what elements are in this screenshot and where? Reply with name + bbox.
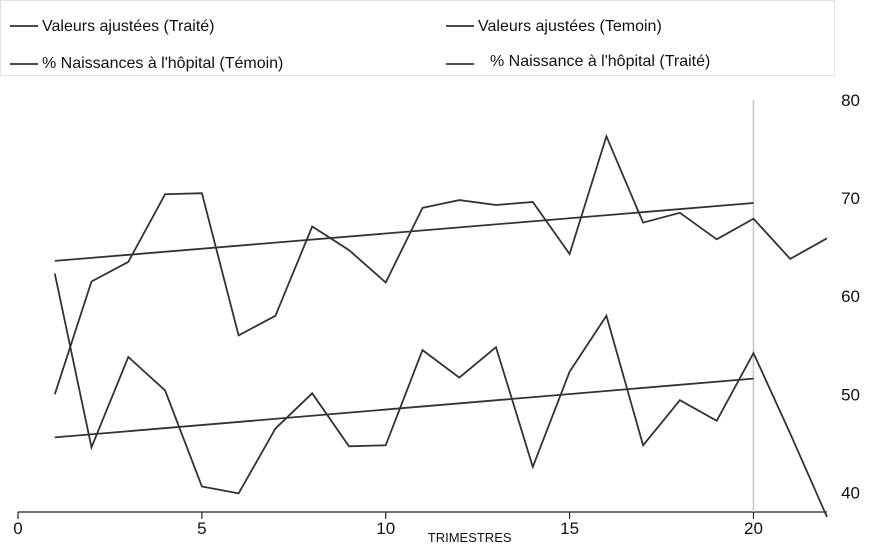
legend-label: % Naissances à l'hôpital (Témoin) xyxy=(42,55,283,72)
y-tick-label: 60 xyxy=(841,287,860,306)
legend-label: Valeurs ajustées (Traité) xyxy=(42,18,215,35)
x-tick-label: 15 xyxy=(560,519,579,538)
legend-box xyxy=(0,0,835,76)
series-line-1 xyxy=(54,202,754,262)
y-tick-label: 70 xyxy=(841,189,860,208)
y-tick-label: 50 xyxy=(841,385,860,404)
series-line-2 xyxy=(54,377,754,439)
x-tick-label: 20 xyxy=(744,519,763,538)
legend-label: Valeurs ajustées (Temoin) xyxy=(478,18,662,35)
legend-label: % Naissance à l'hôpital (Traité) xyxy=(490,53,710,70)
x-tick-label: 0 xyxy=(13,519,22,538)
y-tick-label: 80 xyxy=(841,91,860,110)
y-tick-label: 40 xyxy=(841,483,860,502)
series-line-4 xyxy=(53,273,828,518)
x-tick-label: 10 xyxy=(376,519,395,538)
x-tick-label: 5 xyxy=(197,519,206,538)
x-axis-label: TRIMESTRES xyxy=(428,530,512,545)
series-line-3 xyxy=(53,133,828,395)
